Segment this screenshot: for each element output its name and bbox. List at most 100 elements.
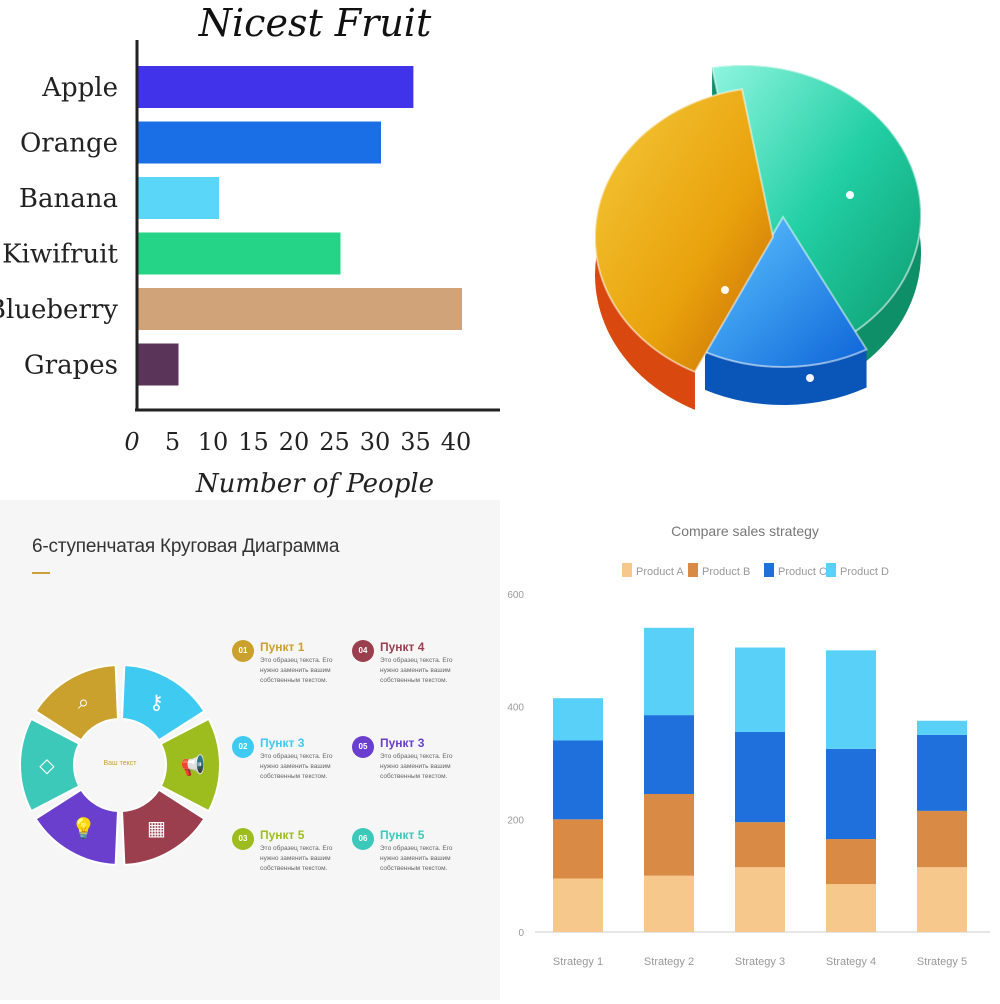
pie-slice-teal bbox=[710, 64, 922, 349]
y-tick-label: 200 bbox=[507, 815, 524, 826]
fruit-bar-chart: Nicest Fruit Apple Orange Banana Kiwifruit B… bbox=[0, 0, 500, 500]
stacked-bar-segment bbox=[735, 647, 785, 733]
item-number-badge: 04 bbox=[352, 640, 374, 662]
x-tick-label: Strategy 2 bbox=[644, 956, 694, 968]
item-title: Пункт 5 bbox=[260, 828, 305, 842]
stacked-bar-segment bbox=[644, 715, 694, 794]
x-tick-label: 5 bbox=[165, 428, 180, 456]
item-number-badge: 01 bbox=[232, 640, 254, 662]
x-tick-label: 10 bbox=[198, 428, 229, 456]
ring-center bbox=[78, 723, 162, 807]
diamond-icon: ◇ bbox=[39, 753, 55, 777]
x-tick-label: 40 bbox=[441, 428, 472, 456]
x-tick-label: 15 bbox=[238, 428, 269, 456]
legend-label: Product C bbox=[778, 566, 827, 578]
y-tick-label: Kiwifruit bbox=[2, 240, 118, 270]
megaphone-icon: 📢 bbox=[181, 753, 206, 777]
3d-pie-chart bbox=[500, 0, 1000, 500]
stacked-bar-chart-svg: Compare sales strategy Product A Product … bbox=[507, 523, 990, 968]
stacked-bar-segment bbox=[826, 748, 876, 840]
item-description: Это образец текста. Его нужно заменить в… bbox=[260, 845, 333, 872]
x-tick-label: Strategy 1 bbox=[553, 956, 603, 968]
item-title: Пункт 4 bbox=[380, 640, 425, 654]
ring-segment bbox=[159, 717, 221, 813]
item-title: Пункт 3 bbox=[260, 736, 305, 750]
x-tick-label: 35 bbox=[400, 428, 431, 456]
bulb-icon: 💡 bbox=[71, 816, 96, 840]
title-underline bbox=[32, 572, 50, 574]
legend-label: Product B bbox=[702, 566, 750, 578]
legend-swatch bbox=[826, 563, 836, 577]
x-tick-label: Strategy 4 bbox=[826, 956, 876, 968]
y-tick-label: Apple bbox=[41, 73, 118, 103]
x-tick-label: 20 bbox=[279, 428, 310, 456]
pie-slice-blue bbox=[703, 215, 869, 368]
legend-swatch bbox=[764, 563, 774, 577]
item-description: Это образец текста. Его нужно заменить в… bbox=[260, 753, 333, 780]
x-tick-label: Strategy 5 bbox=[917, 956, 967, 968]
item-number-badge: 05 bbox=[352, 736, 374, 758]
item-number-badge: 03 bbox=[232, 828, 254, 850]
y-tick-label: Blueberry bbox=[0, 295, 118, 325]
stacked-bar-segment bbox=[826, 884, 876, 932]
magnifier-icon: ⌕ bbox=[78, 690, 89, 714]
bar-orange bbox=[138, 121, 381, 164]
item-description: Это образец текста. Его нужно заменить в… bbox=[260, 657, 333, 684]
chart-title: Nicest Fruit bbox=[198, 1, 432, 45]
stacked-bar-segment bbox=[553, 698, 603, 741]
ring-segment bbox=[121, 664, 206, 742]
bar-apple bbox=[138, 66, 414, 108]
ring-segment bbox=[121, 788, 206, 866]
item-number-badge: 02 bbox=[232, 736, 254, 758]
ring-segment bbox=[34, 788, 119, 866]
ring-segment bbox=[34, 664, 119, 742]
item-description: Это образец текста. Его нужно заменить в… bbox=[380, 845, 453, 872]
stacked-bar-segment bbox=[553, 878, 603, 932]
stacked-bar-segment bbox=[826, 839, 876, 885]
x-tick-label: 0 bbox=[124, 428, 139, 456]
legend-label: Product D bbox=[840, 566, 889, 578]
stacked-bar-segment bbox=[917, 720, 967, 735]
stacked-bar-chart: Compare sales strategy Product A Product … bbox=[500, 500, 1000, 1000]
item-description: Это образец текста. Его нужно заменить в… bbox=[380, 753, 453, 780]
fruit-bar-chart-svg: Nicest Fruit Apple Orange Banana Kiwifruit B… bbox=[0, 1, 500, 499]
bar-kiwifruit bbox=[138, 232, 341, 275]
stacked-bar-segment bbox=[553, 740, 603, 820]
x-tick-label: 30 bbox=[360, 428, 391, 456]
item-number-badge: 06 bbox=[352, 828, 374, 850]
y-tick-label: 400 bbox=[507, 703, 524, 714]
legend-label: Product A bbox=[636, 566, 684, 578]
x-axis-label: Number of People bbox=[195, 469, 434, 499]
ring-svg: ⌕ ⚷ 📢 ▦ 💡 ◇ Ваш текст bbox=[19, 664, 221, 866]
item-description: Это образец текста. Его нужно заменить в… bbox=[380, 657, 453, 684]
sparkle-highlight bbox=[806, 374, 814, 382]
stacked-bar-segment bbox=[735, 867, 785, 932]
bar-grapes bbox=[138, 343, 179, 386]
bar-banana bbox=[138, 177, 219, 219]
pie-slice-gold bbox=[594, 88, 775, 374]
infographic-title: 6-ступенчатая Круговая Диаграмма bbox=[32, 536, 340, 557]
key-icon: ⚷ bbox=[149, 690, 164, 714]
center-label: Ваш текст bbox=[104, 760, 138, 767]
stacked-bar-segment bbox=[735, 822, 785, 868]
stacked-bar-segment bbox=[826, 650, 876, 749]
stacked-bar-segment bbox=[917, 810, 967, 868]
stacked-bar-segment bbox=[644, 875, 694, 932]
stacked-bar-segment bbox=[553, 819, 603, 879]
stacked-bar-segment bbox=[735, 732, 785, 823]
y-tick-label: 0 bbox=[518, 928, 524, 939]
ring-infographic: 6-ступенчатая Круговая Диаграмма ⌕ ⚷ 📢 ▦ 💡 ◇ … bbox=[0, 500, 500, 1000]
3d-pie-chart-svg bbox=[594, 64, 922, 410]
stacked-bar-segment bbox=[644, 793, 694, 876]
legend-swatch bbox=[688, 563, 698, 577]
sparkle-highlight bbox=[721, 286, 729, 294]
y-tick-label: Orange bbox=[20, 129, 118, 159]
y-tick-label: Banana bbox=[19, 184, 118, 214]
shop-icon: ▦ bbox=[147, 816, 166, 840]
sparkle-highlight bbox=[846, 191, 854, 199]
stacked-bar-segment bbox=[917, 734, 967, 811]
bar-blueberry bbox=[138, 288, 462, 330]
x-tick-label: 25 bbox=[319, 428, 350, 456]
chart-title: Compare sales strategy bbox=[671, 523, 819, 539]
y-tick-label: 600 bbox=[507, 590, 524, 601]
